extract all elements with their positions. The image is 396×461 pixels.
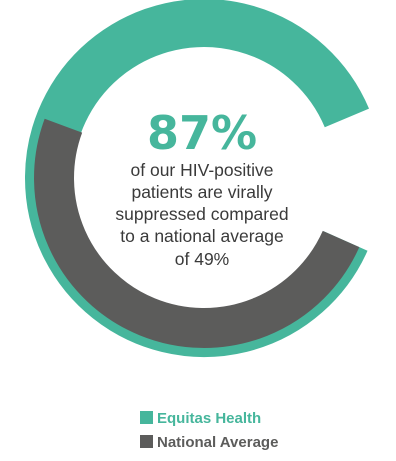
legend-label-national-average: National Average: [157, 434, 278, 451]
ring-national-average: [34, 118, 360, 348]
ring-group: [25, 0, 369, 357]
legend-swatch-equitas-health: [140, 411, 153, 424]
caption-line-1: of our HIV-positive: [131, 160, 274, 180]
legend-swatch-national-average: [140, 435, 153, 448]
caption-line-2: patients are virally: [131, 182, 272, 202]
legend: Equitas Health National Average: [140, 410, 278, 451]
headline-value: 87%: [147, 106, 257, 160]
caption-line-3: suppressed compared: [115, 204, 288, 224]
caption-line-5: of 49%: [175, 249, 229, 269]
legend-label-equitas-health: Equitas Health: [157, 410, 261, 427]
caption-line-4: to a national average: [120, 226, 283, 246]
